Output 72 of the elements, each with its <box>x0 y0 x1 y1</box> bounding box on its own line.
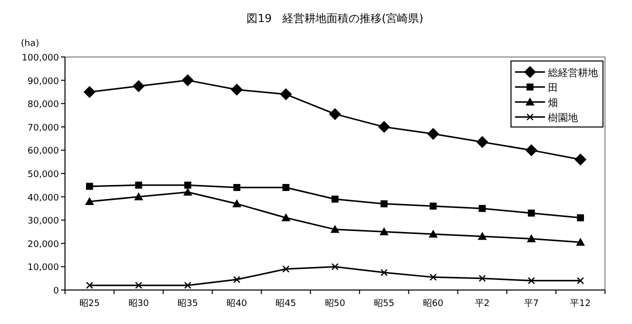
point <box>230 84 243 96</box>
point <box>528 277 535 284</box>
point <box>183 188 192 196</box>
point <box>281 213 290 222</box>
y-tick-label: 30,000 <box>28 216 60 227</box>
point <box>526 234 536 242</box>
x-tick-label: 昭45 <box>276 298 296 309</box>
point <box>84 86 96 98</box>
legend-label: 総経営耕地 <box>547 67 598 79</box>
x-tick-label: 昭25 <box>79 298 100 309</box>
point <box>280 88 292 100</box>
point <box>430 274 437 281</box>
point <box>282 184 290 191</box>
legend-label: 樹園地 <box>548 112 578 124</box>
y-tick-label: 60,000 <box>28 146 60 157</box>
x-tick-label: 昭50 <box>324 298 346 309</box>
y-tick-label: 0 <box>53 286 60 296</box>
point <box>135 282 142 289</box>
point <box>576 238 585 246</box>
point <box>134 192 144 200</box>
x-tick-label: 平2 <box>474 299 490 309</box>
y-tick-label: 50,000 <box>28 170 60 180</box>
y-tick-label: 20,000 <box>28 240 60 250</box>
point <box>380 268 388 276</box>
y-tick-label: 40,000 <box>28 193 60 204</box>
legend-label: 畑 <box>548 97 558 109</box>
point <box>576 277 584 284</box>
point <box>85 196 94 205</box>
y-axis-title: (ha) <box>20 39 40 49</box>
x-tick-label: 昭35 <box>178 298 198 309</box>
point <box>132 80 145 92</box>
point <box>478 204 486 212</box>
point <box>232 199 242 208</box>
point <box>574 154 586 166</box>
point <box>380 227 389 236</box>
point <box>378 120 390 133</box>
x-tick-label: 昭40 <box>226 298 248 309</box>
point <box>427 128 440 140</box>
point <box>525 144 538 156</box>
y-tick-label: 90,000 <box>28 76 60 87</box>
x-tick-label: 平7 <box>524 299 539 309</box>
point <box>330 224 340 233</box>
y-tick-label: 70,000 <box>28 123 60 134</box>
point <box>430 202 437 210</box>
x-tick-label: 昭60 <box>422 298 444 309</box>
x-tick-label: 昭30 <box>128 298 150 309</box>
point <box>184 282 192 289</box>
point <box>135 182 142 189</box>
y-tick-label: 100,000 <box>22 54 60 64</box>
point <box>576 214 584 222</box>
legend-label: 田 <box>548 83 558 94</box>
point <box>478 232 487 240</box>
point <box>233 184 240 191</box>
point <box>331 263 339 270</box>
point <box>528 210 535 217</box>
point <box>86 182 94 190</box>
point <box>380 200 388 208</box>
x-tick-label: 昭55 <box>374 298 394 309</box>
point <box>233 276 240 284</box>
x-tick-label: 平12 <box>570 299 591 309</box>
point <box>332 196 338 203</box>
point <box>478 274 486 282</box>
point <box>86 282 94 289</box>
point <box>329 108 341 120</box>
point <box>282 265 290 273</box>
y-tick-label: 80,000 <box>28 100 60 110</box>
point <box>476 136 488 148</box>
y-tick-label: 10,000 <box>28 263 60 274</box>
point <box>182 74 194 86</box>
chart-title: 図19 経営耕地面積の推移(宮崎県) <box>246 12 424 25</box>
point <box>184 182 192 189</box>
point <box>428 230 438 238</box>
